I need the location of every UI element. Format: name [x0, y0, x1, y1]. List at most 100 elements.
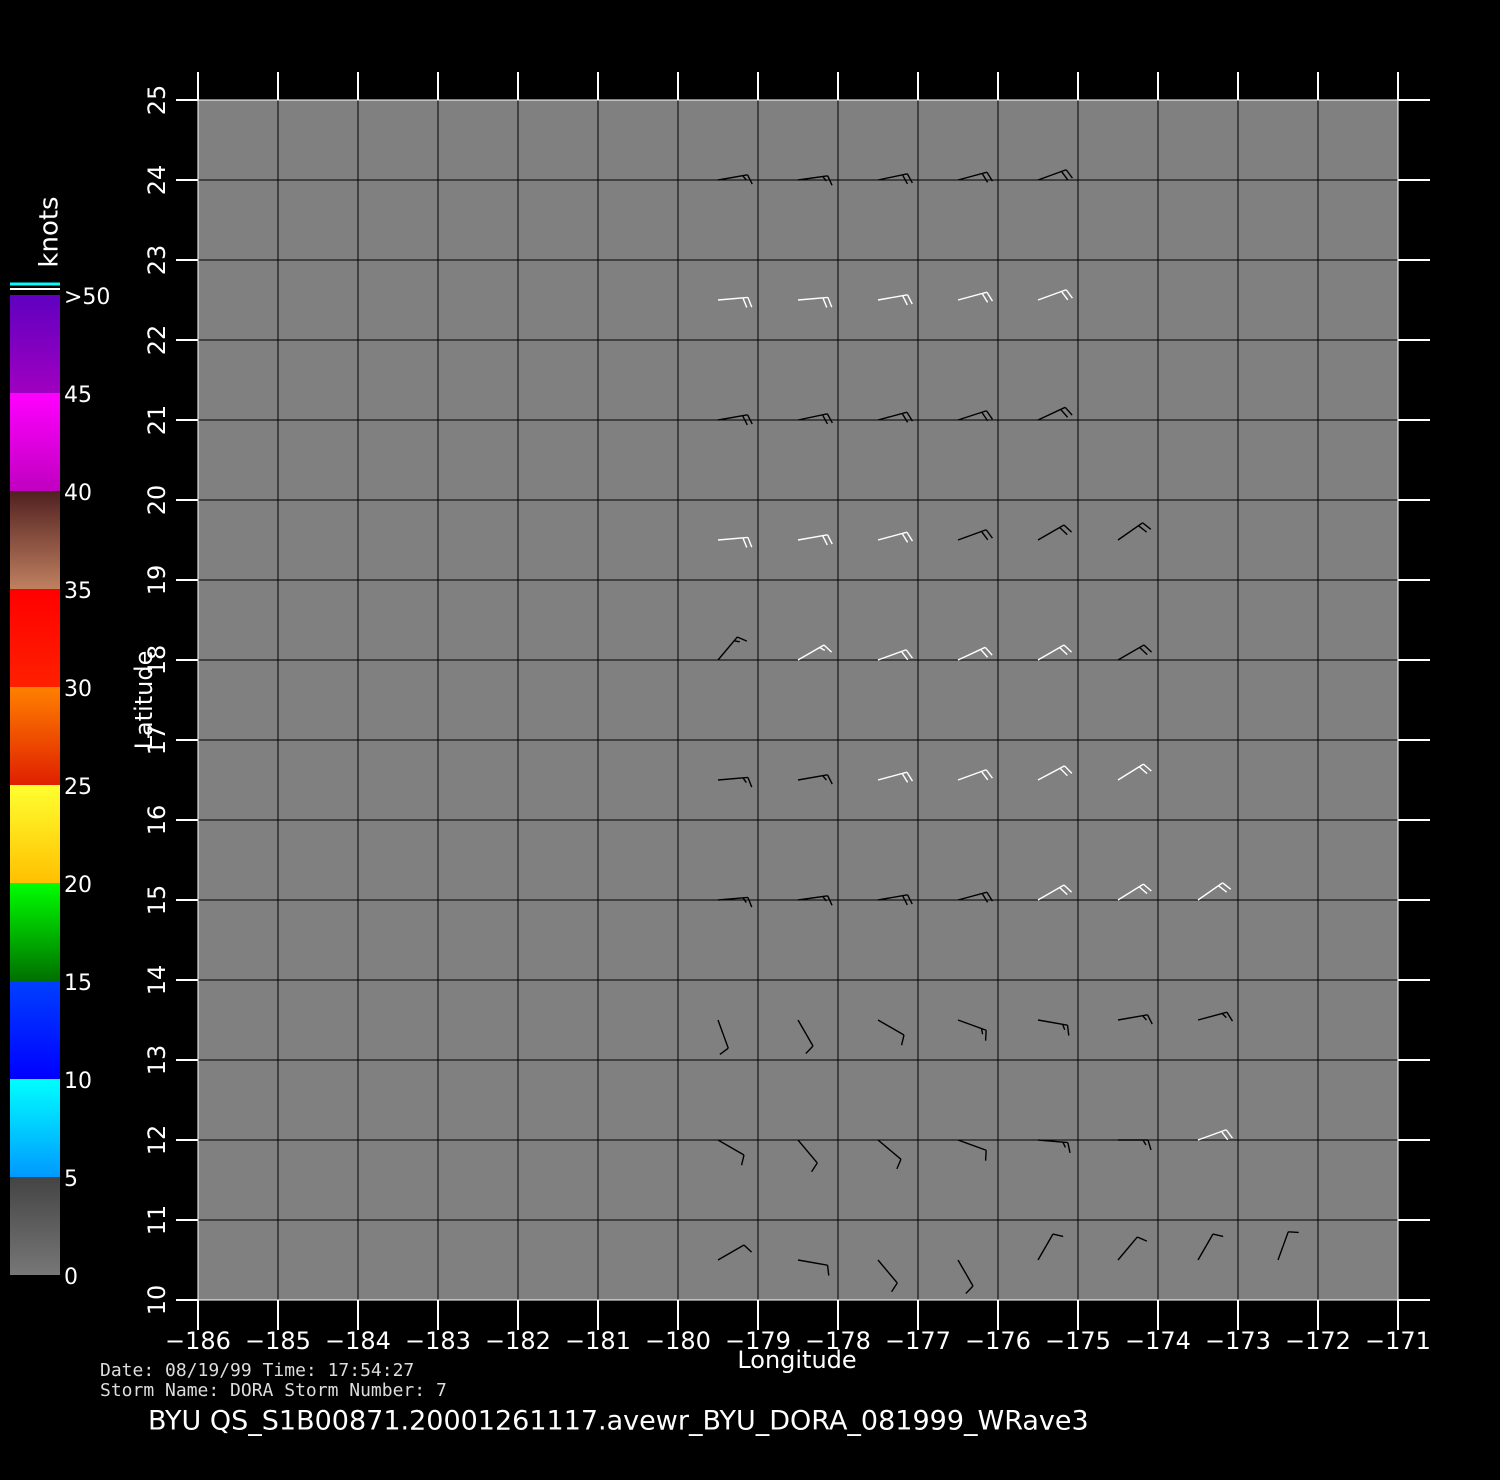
barb-shaft [877, 1019, 905, 1036]
colorbar-tick-label: 35 [64, 579, 92, 604]
y-tick-label: 21 [143, 405, 171, 436]
barb-feather [985, 410, 994, 420]
barb-feather [1065, 289, 1073, 299]
wind-barb [717, 1019, 729, 1055]
wind-barb [1117, 644, 1153, 661]
y-tick-label: 25 [143, 85, 171, 116]
barb-feather [1063, 644, 1073, 653]
barb-feather [1225, 1129, 1233, 1139]
barb-feather [822, 297, 828, 308]
barb-shaft [957, 529, 987, 541]
y-tick-label: 17 [143, 725, 171, 756]
wind-barb [1197, 1129, 1233, 1141]
footer-line: Date: 08/19/99 Time: 17:54:27 [100, 1360, 414, 1381]
barb-feather [1220, 1131, 1229, 1141]
wind-barb [797, 1139, 818, 1173]
x-tick-label: −186 [165, 1327, 231, 1355]
barb-shaft [957, 1259, 974, 1287]
barb-shaft [1037, 1233, 1054, 1261]
barb-feather [826, 413, 833, 424]
colorbar-label: knots [35, 196, 65, 267]
colorbar-band [10, 589, 60, 687]
barb-feather [1221, 1013, 1227, 1019]
barb-feather [733, 640, 740, 643]
wind-barb [957, 646, 993, 661]
colorbar-band [10, 785, 60, 883]
barb-feather [900, 1034, 905, 1046]
wind-barb [797, 534, 833, 546]
barb-feather [747, 777, 753, 788]
y-tick-label: 22 [143, 325, 171, 356]
barb-feather [742, 777, 747, 783]
wind-barb [957, 529, 993, 541]
barb-shaft [1117, 1236, 1138, 1261]
barb-feather [747, 297, 753, 308]
barb-feather [1060, 291, 1069, 301]
colorbar-band [10, 687, 60, 785]
barb-feather [821, 535, 828, 546]
barb-feather [746, 414, 753, 425]
barb-feather [740, 1154, 745, 1166]
wind-barb [1117, 522, 1152, 541]
x-tick-label: −180 [645, 1327, 711, 1355]
x-tick-label: −176 [965, 1327, 1031, 1355]
barb-feather [827, 895, 833, 906]
barb-shaft [957, 410, 987, 421]
barb-feather [805, 1045, 814, 1055]
barb-feather [906, 531, 914, 542]
barb-feather [980, 531, 989, 541]
barb-feather [980, 648, 989, 658]
wind-barb [1037, 524, 1073, 541]
colorbar-tick-label: 5 [64, 1167, 78, 1192]
barb-shaft [797, 413, 828, 421]
barb-feather [1226, 1011, 1234, 1022]
wind-barb [1197, 1233, 1224, 1261]
wind-barb [877, 894, 913, 906]
barb-feather [747, 537, 753, 548]
y-tick-label: 15 [143, 885, 171, 916]
barb-feather [743, 1244, 753, 1253]
barb-feather [984, 646, 993, 656]
barb-shaft [877, 894, 908, 901]
wind-barb [1037, 884, 1073, 901]
y-tick-label: 18 [143, 645, 171, 676]
barb-shaft [957, 769, 987, 781]
footer-line: Storm Name: DORA Storm Number: 7 [100, 1380, 447, 1401]
barb-feather [901, 895, 908, 906]
barb-feather [901, 174, 909, 185]
wind-barb [877, 294, 913, 306]
barb-feather [1060, 408, 1069, 418]
barb-feather [742, 537, 748, 548]
barb-feather [1288, 1231, 1299, 1234]
wind-barb [877, 1019, 905, 1046]
y-axis-label: Latitude [130, 651, 158, 750]
barb-feather [980, 771, 989, 781]
wind-barb [1037, 1233, 1064, 1261]
barb-feather [742, 175, 747, 181]
colorbar-tick-label: >50 [64, 285, 110, 310]
wind-barb [797, 644, 833, 661]
barb-shaft [1037, 1019, 1068, 1026]
barb-feather [906, 411, 914, 422]
wind-barb [877, 649, 913, 661]
y-tick-label: 12 [143, 1125, 171, 1156]
colorbar-band [10, 1177, 60, 1275]
barb-feather [1066, 1025, 1070, 1036]
colorbar-tick-label: 0 [64, 1265, 78, 1290]
colorbar-band [10, 1079, 60, 1177]
barb-feather [1065, 169, 1073, 179]
wind-barb [1197, 1011, 1234, 1022]
barb-feather [1137, 1236, 1148, 1242]
wind-barb [1117, 763, 1152, 781]
barb-shaft [797, 1259, 828, 1266]
wind-barb [717, 296, 753, 308]
barb-feather [1063, 884, 1073, 893]
barb-feather [737, 636, 748, 642]
barb-feather [901, 533, 909, 543]
wind-barb [1117, 1236, 1148, 1261]
colorbar-band [10, 883, 60, 981]
barb-feather [986, 171, 994, 182]
barb-shaft [1117, 1014, 1148, 1021]
barb-feather [747, 897, 753, 908]
